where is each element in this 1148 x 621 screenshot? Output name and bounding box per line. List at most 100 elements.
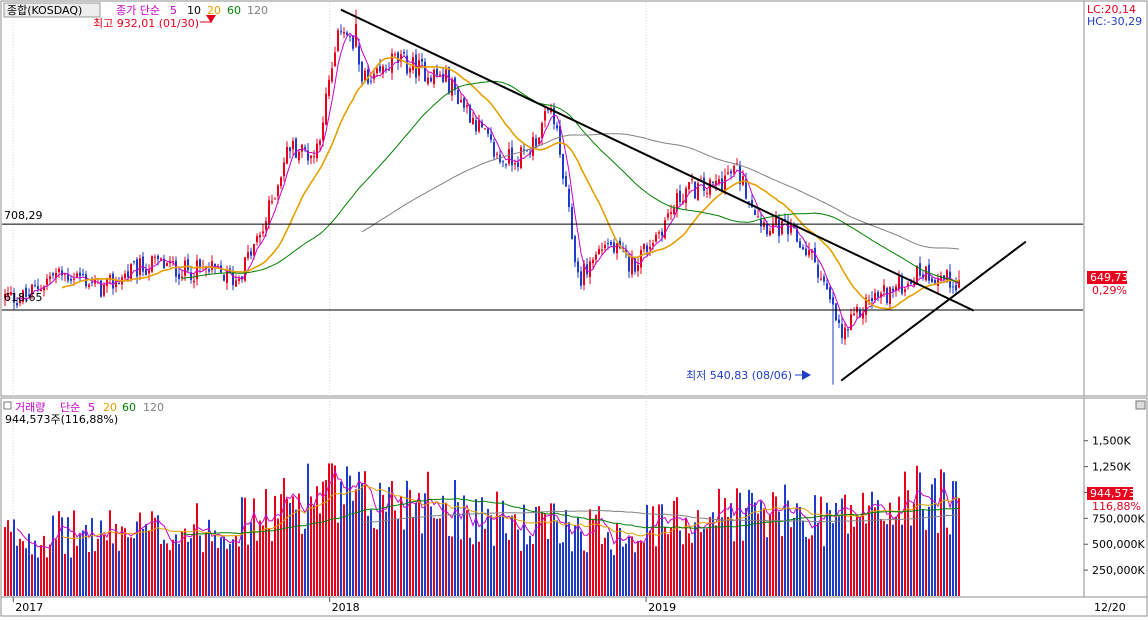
volume-bar: [664, 526, 666, 596]
candle: [712, 181, 714, 183]
candle: [406, 55, 408, 74]
volume-bar: [349, 475, 351, 596]
candle: [754, 210, 756, 215]
candle: [655, 234, 657, 242]
volume-bar: [706, 528, 708, 596]
candle: [67, 273, 69, 281]
volume-bar: [433, 517, 435, 596]
candle: [463, 97, 465, 108]
volume-ma-legend-20[interactable]: 20: [103, 401, 117, 414]
trendline[interactable]: [840, 240, 1027, 382]
volume-bar: [322, 481, 324, 596]
candle: [733, 166, 735, 174]
candle: [586, 264, 588, 275]
volume-bar: [943, 472, 945, 596]
candle: [718, 179, 720, 184]
date-tick-label: 2018: [332, 601, 360, 614]
candle: [124, 273, 126, 279]
volume-bar: [328, 463, 330, 596]
symbol-label[interactable]: 종합(KOSDAQ): [7, 4, 82, 17]
volume-bar: [847, 533, 849, 596]
candle: [358, 46, 360, 65]
volume-bar: [817, 522, 819, 596]
candle: [106, 278, 108, 286]
volume-bar: [238, 546, 240, 596]
volume-ma-legend-5[interactable]: 5: [88, 401, 95, 414]
candle: [502, 161, 504, 163]
candle: [952, 286, 954, 288]
volume-bar: [118, 550, 120, 596]
ma20-line: [61, 56, 960, 310]
candle: [325, 93, 327, 125]
ma-legend-120[interactable]: 120: [247, 4, 268, 17]
volume-bar: [112, 543, 114, 596]
candle: [295, 138, 297, 159]
candle: [448, 67, 450, 93]
volume-bar: [784, 484, 786, 596]
candle: [289, 147, 291, 152]
candle: [775, 217, 777, 225]
volume-bar: [700, 532, 702, 596]
ma-legend-10[interactable]: 10: [187, 4, 201, 17]
candle: [571, 207, 573, 239]
volume-bar: [859, 516, 861, 596]
volume-title[interactable]: 거래량: [15, 401, 45, 414]
volume-bar: [436, 518, 438, 596]
volume-bar: [268, 528, 270, 596]
candle: [739, 165, 741, 185]
volume-bar: [604, 537, 606, 596]
trendline[interactable]: [340, 8, 975, 312]
volume-ma-legend-60[interactable]: 60: [122, 401, 136, 414]
volume-bar: [334, 465, 336, 596]
candle: [76, 273, 78, 277]
candle: [877, 291, 879, 297]
candle: [898, 276, 900, 290]
volume-collapse-icon[interactable]: [3, 401, 12, 410]
candle: [511, 147, 513, 166]
volume-bar: [367, 515, 369, 596]
volume-bar: [520, 550, 522, 596]
volume-bar: [751, 492, 753, 596]
ma-legend-5[interactable]: 5: [170, 4, 177, 17]
volume-ma-legend-120[interactable]: 120: [143, 401, 164, 414]
volume-bar: [958, 498, 960, 596]
candle: [631, 257, 633, 275]
candle: [562, 153, 564, 179]
volume-bar: [343, 504, 345, 596]
volume-bar: [895, 516, 897, 596]
volume-bar: [598, 506, 600, 596]
volume-bar: [790, 527, 792, 596]
volume-bar: [886, 524, 888, 596]
candle: [379, 66, 381, 72]
volume-panel-close-icon[interactable]: [1135, 400, 1146, 410]
volume-bar: [898, 496, 900, 596]
candle: [646, 245, 648, 252]
volume-bar: [688, 533, 690, 596]
candle: [409, 68, 411, 73]
current-price-text: 649,73: [1090, 271, 1129, 284]
candle: [799, 241, 801, 248]
candle: [583, 263, 585, 286]
volume-bar: [829, 510, 831, 596]
candle: [604, 244, 606, 249]
ma-legend-60[interactable]: 60: [227, 4, 241, 17]
volume-bar: [421, 533, 423, 596]
candle: [826, 283, 828, 290]
volume-bar: [835, 503, 837, 596]
candle: [79, 272, 81, 277]
candle: [262, 231, 264, 234]
candle: [43, 286, 45, 291]
candle: [748, 201, 750, 203]
symbol-label-box[interactable]: [3, 2, 101, 18]
volume-bar: [904, 471, 906, 596]
volume-bar: [157, 515, 159, 596]
ma-legend-20[interactable]: 20: [207, 4, 221, 17]
volume-bar: [391, 481, 393, 596]
volume-bar: [832, 523, 834, 596]
volume-bar: [115, 524, 117, 596]
candle: [241, 276, 243, 279]
volume-bar: [439, 518, 441, 596]
volume-bar: [802, 520, 804, 596]
date-axis-ticks: 2017 2018 2019: [12, 597, 676, 614]
